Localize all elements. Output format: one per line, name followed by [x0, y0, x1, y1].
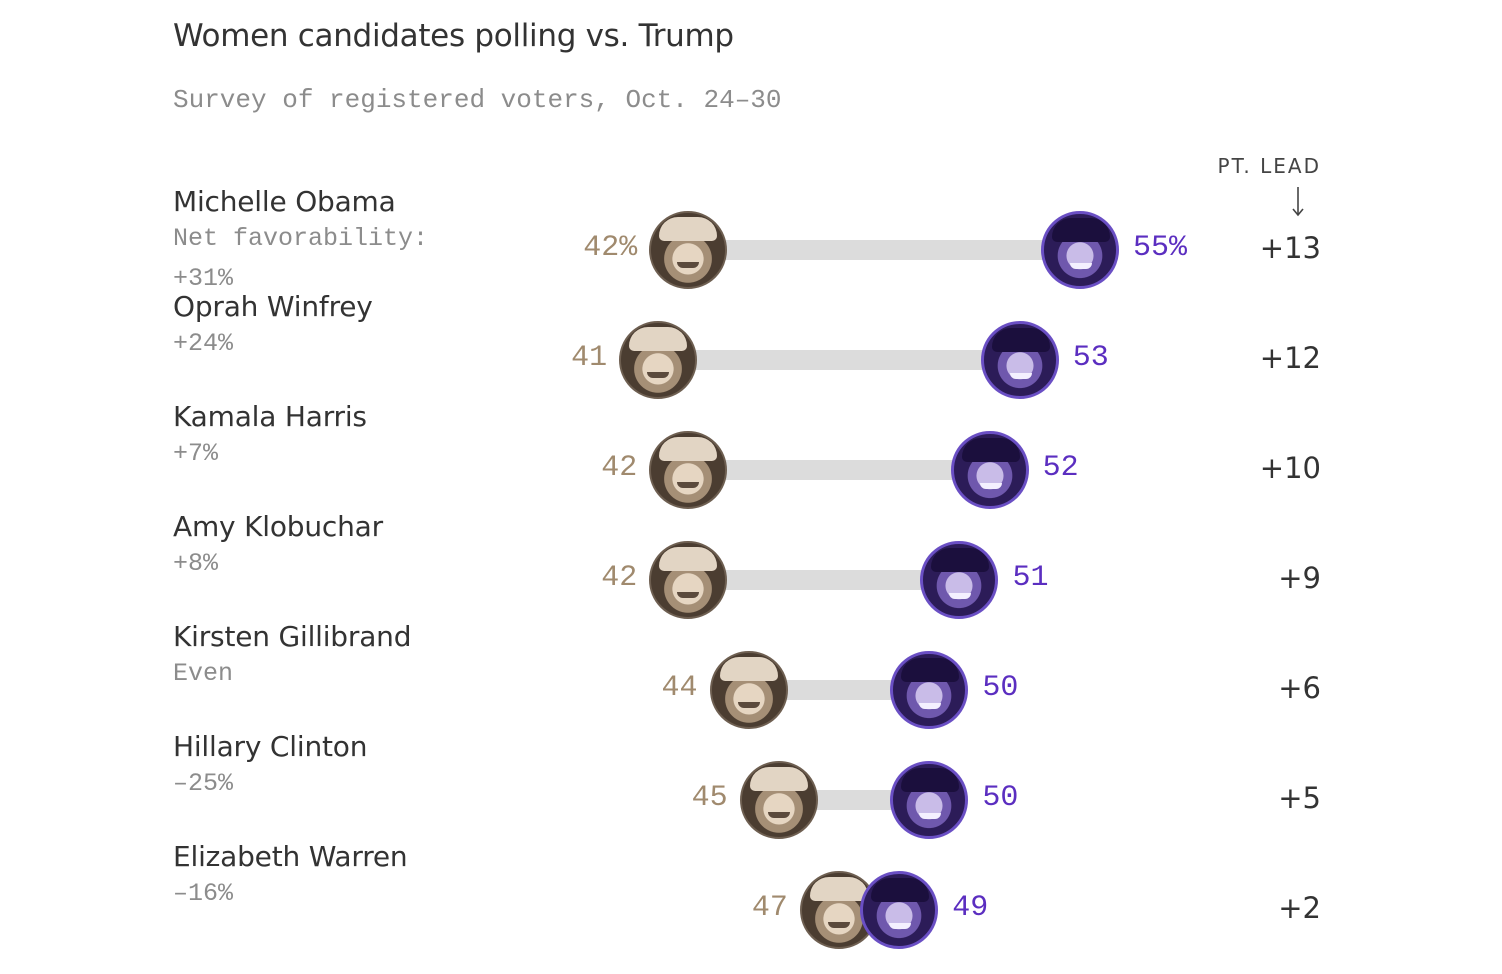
range-bar	[688, 460, 990, 480]
trump-value-label: 41	[571, 341, 608, 375]
candidate-photo-marker	[980, 321, 1059, 399]
favorability-value: –25%	[173, 769, 234, 798]
candidate-value-label: 51	[1012, 561, 1049, 595]
point-lead-value: +13	[1259, 231, 1321, 265]
chart-row: Hillary Clinton –25% 45 50 +5	[0, 730, 1502, 855]
trump-value-label: 47	[751, 891, 788, 925]
point-lead-value: +5	[1278, 781, 1321, 815]
candidate-value-label: 52	[1042, 451, 1079, 485]
favorability-value: –16%	[173, 879, 234, 908]
chart-row: Oprah Winfrey +24% 41 53 +12	[0, 290, 1502, 415]
trump-photo-marker	[649, 431, 728, 509]
chart-subtitle: Survey of registered voters, Oct. 24–30	[173, 85, 782, 115]
candidate-name: Elizabeth Warren	[173, 840, 408, 873]
chart-row: Kamala Harris +7% 42 52 +10	[0, 400, 1502, 525]
favorability-value: +24%	[173, 329, 234, 358]
lead-column-header: PT. LEAD	[1217, 154, 1321, 178]
candidate-photo-marker	[890, 651, 969, 729]
favorability-value: Even	[173, 659, 234, 688]
trump-photo-marker	[739, 761, 818, 839]
point-lead-value: +12	[1259, 341, 1321, 375]
range-bar	[688, 570, 960, 590]
candidate-value-label: 53	[1072, 341, 1109, 375]
point-lead-value: +9	[1278, 561, 1321, 595]
candidate-photo-marker	[950, 431, 1029, 509]
chart-row: Michelle Obama Net favorability: +31% 42% 55…	[0, 185, 1502, 305]
candidate-value-label: 49	[952, 891, 989, 925]
trump-photo-marker	[619, 321, 698, 399]
trump-value-label: 42	[601, 561, 638, 595]
favorability-value: +7%	[173, 439, 219, 468]
range-bar	[658, 350, 1020, 370]
chart-title: Women candidates polling vs. Trump	[173, 18, 734, 54]
trump-value-label: 44	[661, 671, 698, 705]
candidate-name: Kamala Harris	[173, 400, 367, 433]
candidate-photo-marker	[1041, 211, 1119, 289]
candidate-name: Oprah Winfrey	[173, 290, 373, 323]
favorability-value: +31%	[173, 264, 234, 293]
trump-photo-marker	[649, 211, 728, 289]
trump-value-label: 42%	[583, 231, 638, 265]
chart-row: Elizabeth Warren –16% 47 49 +2	[0, 840, 1502, 965]
range-bar	[688, 240, 1080, 260]
candidate-photo-marker	[890, 761, 969, 839]
candidate-value-label: 50	[982, 671, 1019, 705]
point-lead-value: +2	[1278, 891, 1321, 925]
chart-row: Amy Klobuchar +8% 42 51 +9	[0, 510, 1502, 635]
down-arrow-icon	[1292, 187, 1304, 217]
candidate-name: Michelle Obama	[173, 185, 396, 218]
candidate-photo-marker	[860, 871, 939, 949]
candidate-name: Amy Klobuchar	[173, 510, 383, 543]
candidate-name: Hillary Clinton	[173, 730, 368, 763]
trump-value-label: 45	[691, 781, 728, 815]
trump-value-label: 42	[601, 451, 638, 485]
favorability-label: Net favorability:	[173, 224, 429, 253]
range-bar	[748, 680, 930, 700]
candidate-name: Kirsten Gillibrand	[173, 620, 412, 653]
point-lead-value: +6	[1278, 671, 1321, 705]
trump-photo-marker	[649, 541, 728, 619]
chart-row: Kirsten Gillibrand Even 44 50 +6	[0, 620, 1502, 745]
candidate-value-label: 50	[982, 781, 1019, 815]
candidate-photo-marker	[920, 541, 999, 619]
favorability-value: +8%	[173, 549, 219, 578]
point-lead-value: +10	[1259, 451, 1321, 485]
trump-photo-marker	[709, 651, 788, 729]
candidate-value-label: 55%	[1133, 231, 1188, 265]
